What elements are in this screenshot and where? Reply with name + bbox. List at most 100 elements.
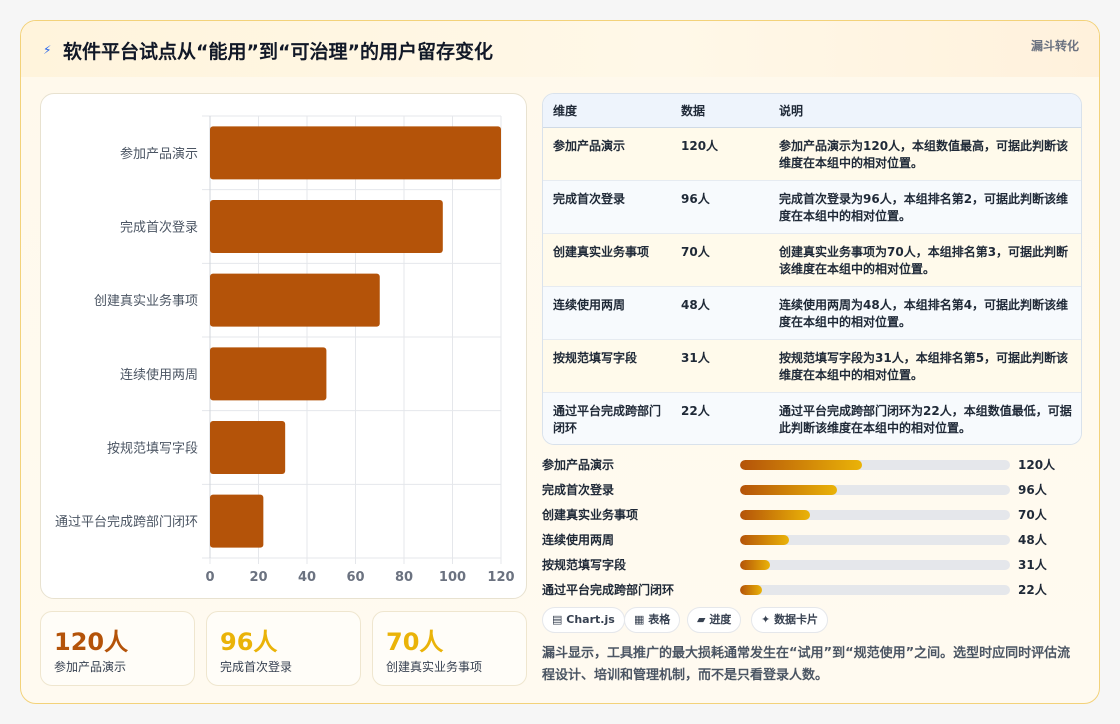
progress-label: 参加产品演示 (542, 458, 615, 472)
chip-progress[interactable]: ▰ 进度 (687, 607, 742, 633)
dashboard-card: ⚡ 软件平台试点从“能用”到“可治理”的用户留存变化 漏斗转化 0 20 40 60 8… (20, 20, 1100, 704)
cell-dimension: 创建真实业务事项 (543, 233, 671, 287)
chip-data-cards[interactable]: ✦ 数据卡片 (751, 607, 829, 633)
kpi-value: 70人 (386, 628, 444, 656)
column-header: 维度 (543, 94, 671, 128)
kpi-card-3: 70人 创建真实业务事项 (372, 611, 527, 686)
category-badge: 漏斗转化 (1030, 39, 1079, 53)
progress-row: 按规范填写字段 31人 (542, 554, 1082, 574)
cell-dimension: 按规范填写字段 (543, 339, 671, 393)
cell-value: 120人 (671, 127, 769, 181)
cell-description: 按规范填写字段为31人，本组排名第5，可据此判断该维度在本组中的相对位置。 (769, 339, 1081, 393)
table-header-row: 维度 数据 说明 (543, 94, 1081, 128)
table-icon: ▦ (634, 613, 645, 626)
bar (210, 420, 286, 475)
card-header: ⚡ 软件平台试点从“能用”到“可治理”的用户留存变化 漏斗转化 (21, 21, 1099, 77)
cell-dimension: 连续使用两周 (543, 286, 671, 340)
progress-fill (740, 535, 789, 545)
progress-fill (740, 485, 838, 495)
progress-fill (740, 460, 862, 470)
progress-label: 连续使用两周 (542, 533, 615, 547)
cell-dimension: 参加产品演示 (543, 127, 671, 181)
chip-label: 数据卡片 (774, 613, 819, 626)
table-row: 通过平台完成跨部门闭环 22人 通过平台完成跨部门闭环为22人，本组数值最低，可… (543, 392, 1081, 444)
chip-chartjs[interactable]: ▤ Chart.js (542, 607, 625, 633)
progress-label: 创建真实业务事项 (542, 508, 639, 522)
cell-value: 96人 (671, 180, 769, 234)
table-row: 连续使用两周 48人 连续使用两周为48人，本组排名第4，可据此判断该维度在本组… (543, 286, 1081, 340)
kpi-label: 参加产品演示 (54, 660, 127, 674)
bar-chart: 0 20 40 60 80 100 120 参加产品演示完成首次登录创建真实业务事项连续使用两… (55, 115, 515, 585)
summary-note: 漏斗显示，工具推广的最大损耗通常发生在“试用”到“规范使用”之间。选型时应同时评… (542, 646, 1071, 683)
progress-label: 完成首次登录 (542, 483, 615, 497)
y-category-label: 通过平台完成跨部门闭环 (55, 515, 198, 530)
bar (210, 494, 264, 548)
progress-row: 参加产品演示 120人 (542, 454, 1082, 474)
cell-dimension: 完成首次登录 (543, 180, 671, 234)
cell-value: 48人 (671, 286, 769, 340)
progress-track (740, 510, 1010, 520)
table-row: 按规范填写字段 31人 按规范填写字段为31人，本组排名第5，可据此判断该维度在… (543, 339, 1081, 393)
progress-row: 连续使用两周 48人 (542, 529, 1082, 549)
cell-dimension: 通过平台完成跨部门闭环 (543, 392, 671, 444)
kpi-label: 完成首次登录 (220, 660, 293, 674)
cell-value: 22人 (671, 392, 769, 444)
cell-description: 完成首次登录为96人，本组排名第2，可据此判断该维度在本组中的相对位置。 (769, 180, 1081, 234)
progress-value: 22人 (1018, 583, 1047, 597)
table-row: 参加产品演示 120人 参加产品演示为120人，本组数值最高，可据此判断该维度在… (543, 127, 1081, 181)
x-tick-label: 0 (205, 570, 214, 585)
chip-label: 进度 (709, 613, 732, 626)
cell-description: 参加产品演示为120人，本组数值最高，可据此判断该维度在本组中的相对位置。 (769, 127, 1081, 181)
progress-track (740, 585, 1010, 595)
kpi-label: 创建真实业务事项 (386, 660, 483, 674)
bar-chart-panel: 0 20 40 60 80 100 120 参加产品演示 完成首次登录 创建真实业务事项 连续使用两… (40, 93, 527, 599)
lightning-icon: ⚡ (43, 43, 52, 57)
chip-label: 表格 (648, 613, 671, 626)
bar (210, 273, 380, 327)
y-category-label: 按规范填写字段 (107, 442, 198, 457)
kpi-value: 96人 (220, 628, 278, 656)
y-category-label: 创建真实业务事项 (94, 293, 198, 309)
chip-label: Chart.js (566, 613, 615, 626)
kpi-card-1: 120人 参加产品演示 (40, 611, 195, 686)
progress-label: 按规范填写字段 (542, 558, 627, 572)
cell-description: 创建真实业务事项为70人，本组排名第3，可据此判断该维度在本组中的相对位置。 (769, 233, 1081, 287)
progress-value: 70人 (1018, 508, 1047, 522)
x-tick-label: 100 (439, 570, 466, 585)
page-title: 软件平台试点从“能用”到“可治理”的用户留存变化 (63, 41, 493, 63)
sparkle-icon: ✦ (761, 613, 771, 626)
y-category-label: 连续使用两周 (120, 367, 198, 383)
cell-description: 连续使用两周为48人，本组排名第4，可据此判断该维度在本组中的相对位置。 (769, 286, 1081, 340)
cell-description: 通过平台完成跨部门闭环为22人，本组数值最低，可据此判断该维度在本组中的相对位置… (769, 392, 1081, 444)
chip-table[interactable]: ▦ 表格 (624, 607, 681, 633)
progress-icon: ▰ (697, 613, 706, 626)
progress-row: 通过平台完成跨部门闭环 22人 (542, 579, 1082, 599)
x-tick-label: 20 (249, 570, 267, 585)
x-tick-label: 40 (298, 570, 316, 585)
progress-value: 31人 (1018, 558, 1047, 572)
kpi-card-2: 96人 完成首次登录 (206, 611, 361, 686)
kpi-value: 120人 (54, 628, 129, 656)
x-tick-label: 60 (346, 570, 364, 585)
chart-icon: ▤ (552, 613, 563, 626)
bar (210, 347, 327, 401)
progress-fill (740, 510, 811, 520)
table-row: 创建真实业务事项 70人 创建真实业务事项为70人，本组排名第3，可据此判断该维… (543, 233, 1081, 287)
progress-value: 96人 (1018, 483, 1047, 497)
progress-fill (740, 560, 770, 570)
cell-value: 31人 (671, 339, 769, 393)
progress-row: 创建真实业务事项 70人 (542, 504, 1082, 524)
x-tick-label: 80 (395, 570, 413, 585)
column-header: 数据 (671, 94, 769, 128)
cell-value: 70人 (671, 233, 769, 287)
progress-track (740, 485, 1010, 495)
progress-track (740, 460, 1010, 470)
bar (210, 126, 501, 180)
data-table: 维度 数据 说明 参加产品演示 120人 参加产品演示为120人，本组数值最高，… (542, 93, 1082, 445)
progress-value: 48人 (1018, 533, 1047, 547)
x-tick-label: 120 (487, 570, 514, 585)
progress-label: 通过平台完成跨部门闭环 (542, 583, 675, 597)
table-row: 完成首次登录 96人 完成首次登录为96人，本组排名第2，可据此判断该维度在本组… (543, 180, 1081, 234)
bar (210, 199, 443, 254)
y-category-label: 完成首次登录 (120, 220, 198, 236)
